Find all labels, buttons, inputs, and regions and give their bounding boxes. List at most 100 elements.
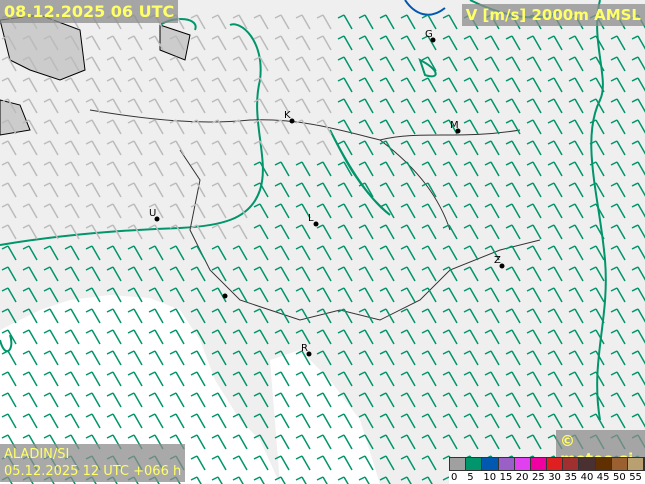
wind-barb [1, 182, 17, 198]
wind-barb [253, 266, 269, 282]
wind-barb [526, 203, 542, 219]
wind-barb [568, 119, 584, 135]
wind-barb [379, 119, 395, 135]
wind-barb [253, 329, 269, 345]
wind-barb [463, 182, 479, 198]
wind-barb [64, 371, 80, 387]
wind-barb [253, 203, 269, 219]
wind-barb [337, 308, 353, 324]
wind-barb [232, 77, 248, 93]
wind-barb [64, 413, 80, 429]
wind-barb [190, 56, 206, 72]
wind-barb [169, 350, 185, 366]
wind-barb [148, 371, 164, 387]
wind-barb [589, 161, 605, 177]
wind-barb [232, 119, 248, 135]
wind-barb [148, 161, 164, 177]
wind-barb [169, 308, 185, 324]
wind-barb [64, 56, 80, 72]
wind-barb [589, 182, 605, 198]
wind-barb [316, 308, 332, 324]
wind-barb [169, 245, 185, 261]
wind-barb [295, 266, 311, 282]
wind-barb [274, 434, 290, 450]
wind-barb [22, 203, 38, 219]
wind-barb [484, 392, 500, 408]
sea-area [0, 295, 280, 484]
wind-barb [379, 14, 395, 30]
wind-barb [106, 203, 122, 219]
wind-barb [253, 98, 269, 114]
wind-barb [253, 14, 269, 30]
wind-barb [190, 413, 206, 429]
wind-barb [463, 161, 479, 177]
wind-barb [64, 35, 80, 51]
wind-barb [148, 245, 164, 261]
wind-barb [190, 14, 206, 30]
wind-barb [421, 413, 437, 429]
wind-barb [358, 224, 374, 240]
wind-barb [85, 413, 101, 429]
city-marker [154, 216, 160, 222]
wind-barb [43, 161, 59, 177]
wind-barb [337, 14, 353, 30]
wind-barb [547, 56, 563, 72]
wind-barb [442, 245, 458, 261]
wind-barb [274, 14, 290, 30]
wind-barb [337, 266, 353, 282]
wind-barb [589, 266, 605, 282]
wind-barb [43, 266, 59, 282]
wind-barb [610, 98, 626, 114]
wind-barb [505, 224, 521, 240]
wind-barb [22, 224, 38, 240]
wind-barb [127, 350, 143, 366]
wind-barb [589, 371, 605, 387]
wind-barb [421, 77, 437, 93]
wind-barb [526, 350, 542, 366]
wind-barb [253, 455, 269, 471]
wind-barb [22, 56, 38, 72]
wind-barb [22, 266, 38, 282]
wind-barb [232, 434, 248, 450]
wind-barb [211, 308, 227, 324]
wind-barb [421, 119, 437, 135]
wind-barb [295, 77, 311, 93]
wind-barb [253, 77, 269, 93]
wind-barb [148, 392, 164, 408]
wind-barb [421, 245, 437, 261]
wind-barb [232, 287, 248, 303]
wind-barb [421, 350, 437, 366]
wind-barb [85, 287, 101, 303]
city-label: L [308, 213, 314, 224]
wind-barb [1, 161, 17, 177]
wind-barb [1, 140, 17, 156]
wind-barb [526, 413, 542, 429]
wind-barb [295, 434, 311, 450]
legend-tick: 45 [596, 472, 610, 483]
wind-barb [211, 35, 227, 51]
wind-barb [505, 140, 521, 156]
wind-barb [316, 77, 332, 93]
wind-barb [568, 35, 584, 51]
wind-barb [463, 266, 479, 282]
wind-barb [295, 224, 311, 240]
wind-barb [169, 392, 185, 408]
wind-barb [85, 308, 101, 324]
wind-barb [442, 434, 458, 450]
wind-barb [85, 98, 101, 114]
wind-barb [610, 182, 626, 198]
wind-barb [400, 35, 416, 51]
wind-barb [169, 56, 185, 72]
wind-barb [316, 245, 332, 261]
legend-swatch [482, 458, 499, 470]
wind-barb [211, 350, 227, 366]
wind-barb [442, 350, 458, 366]
wind-barb [337, 371, 353, 387]
wind-barb [274, 77, 290, 93]
legend-tick: 10 [483, 472, 497, 483]
wind-barb [568, 308, 584, 324]
wind-barb [484, 161, 500, 177]
wind-barb [610, 371, 626, 387]
wind-barb [169, 266, 185, 282]
wind-barb [589, 140, 605, 156]
